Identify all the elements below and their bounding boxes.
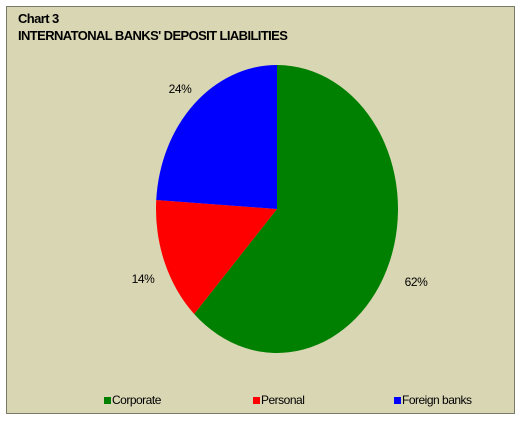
legend-item-foreign-banks: Foreign banks	[394, 393, 472, 407]
pie-slice-corporate	[194, 65, 399, 353]
legend-item-corporate: Corporate	[104, 393, 161, 407]
chart-titles: Chart 3 INTERNATONAL BANKS' DEPOSIT LIAB…	[18, 10, 288, 44]
legend-item-personal: Personal	[253, 393, 305, 407]
chart-title: INTERNATONAL BANKS' DEPOSIT LIABILITIES	[18, 28, 288, 43]
legend-label: Foreign banks	[402, 393, 472, 407]
legend-swatch	[394, 396, 401, 404]
pie-slice-personal	[156, 199, 277, 314]
pie-label-personal: 14%	[132, 272, 156, 286]
legend-swatch	[253, 396, 260, 404]
pie-label-corporate: 62%	[405, 275, 429, 289]
chart-number-label: Chart 3	[18, 11, 59, 26]
legend-label: Personal	[261, 393, 305, 407]
chart-legend: Corporate Personal Foreign banks	[0, 393, 523, 409]
legend-label: Corporate	[112, 393, 161, 407]
legend-swatch	[104, 396, 111, 404]
pie-slice-foreign-banks	[156, 65, 277, 209]
pie-label-foreign-banks: 24%	[169, 82, 193, 96]
